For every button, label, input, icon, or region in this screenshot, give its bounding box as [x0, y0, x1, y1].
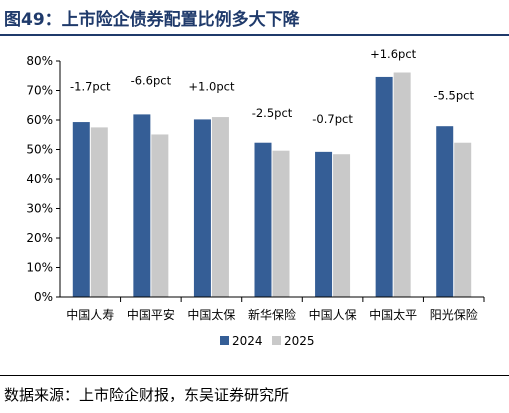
change-annotation: -5.5pct	[433, 88, 474, 102]
bar-2025	[90, 127, 108, 297]
y-tick-label: 60%	[26, 113, 53, 127]
bar-2024	[72, 122, 90, 297]
change-annotation: -2.5pct	[252, 106, 293, 120]
bar-chart: 0% 10% 20% 30% 40% 50% 60% 70% 80% -1.7pct -6.6pc…	[26, 47, 485, 348]
x-tick-label: 中国平安	[127, 307, 175, 322]
bar-2024	[315, 151, 333, 297]
legend-label: 2025	[284, 334, 315, 348]
x-tick-label: 中国人寿	[66, 307, 114, 322]
change-annotation: -0.7pct	[312, 112, 353, 126]
source-note: 数据来源：上市险企财报，东吴证券研究所	[4, 386, 290, 404]
change-annotation: -1.7pct	[70, 80, 111, 94]
y-tick-label: 20%	[26, 231, 53, 245]
y-tick-label: 70%	[26, 84, 53, 98]
y-tick-label: 50%	[26, 143, 53, 157]
bar-2025	[272, 150, 290, 297]
figure-header: 图49：上市险企债券配置比例多大下降	[0, 0, 509, 32]
y-tick-label: 0%	[34, 290, 53, 304]
bar-2024	[375, 76, 393, 298]
y-tick-label: 40%	[26, 172, 53, 186]
change-annotation: -6.6pct	[131, 74, 172, 88]
x-tick-label: 中国人保	[309, 307, 357, 322]
bar-2024	[193, 119, 211, 297]
bar-2025	[333, 154, 351, 297]
x-tick-label: 中国太保	[187, 307, 235, 322]
x-tick-label: 中国太平	[369, 307, 417, 322]
source-divider	[0, 375, 509, 376]
figure-title: 图49：上市险企债券配置比例多大下降	[4, 10, 300, 30]
bar-2024	[436, 126, 454, 297]
x-tick-label: 阳光保险	[430, 307, 478, 322]
change-annotation: +1.0pct	[188, 80, 235, 94]
chart-area: 0% 10% 20% 30% 40% 50% 60% 70% 80% -1.7pct -6.6pc…	[0, 40, 509, 370]
legend-label: 2024	[232, 334, 263, 348]
bar-2024	[254, 142, 272, 297]
y-tick-label: 30%	[26, 202, 53, 216]
x-tick-label: 新华保险	[248, 307, 296, 322]
bar-2025	[393, 72, 411, 297]
y-tick-label: 80%	[26, 54, 53, 68]
legend-swatch	[220, 336, 229, 345]
legend-swatch	[272, 336, 281, 345]
y-tick-label: 10%	[26, 261, 53, 275]
change-annotation: +1.6pct	[370, 47, 417, 61]
bar-2025	[211, 117, 229, 297]
title-divider	[0, 34, 509, 36]
bar-2025	[151, 134, 169, 297]
bar-2024	[133, 114, 151, 298]
bar-2025	[454, 142, 472, 297]
